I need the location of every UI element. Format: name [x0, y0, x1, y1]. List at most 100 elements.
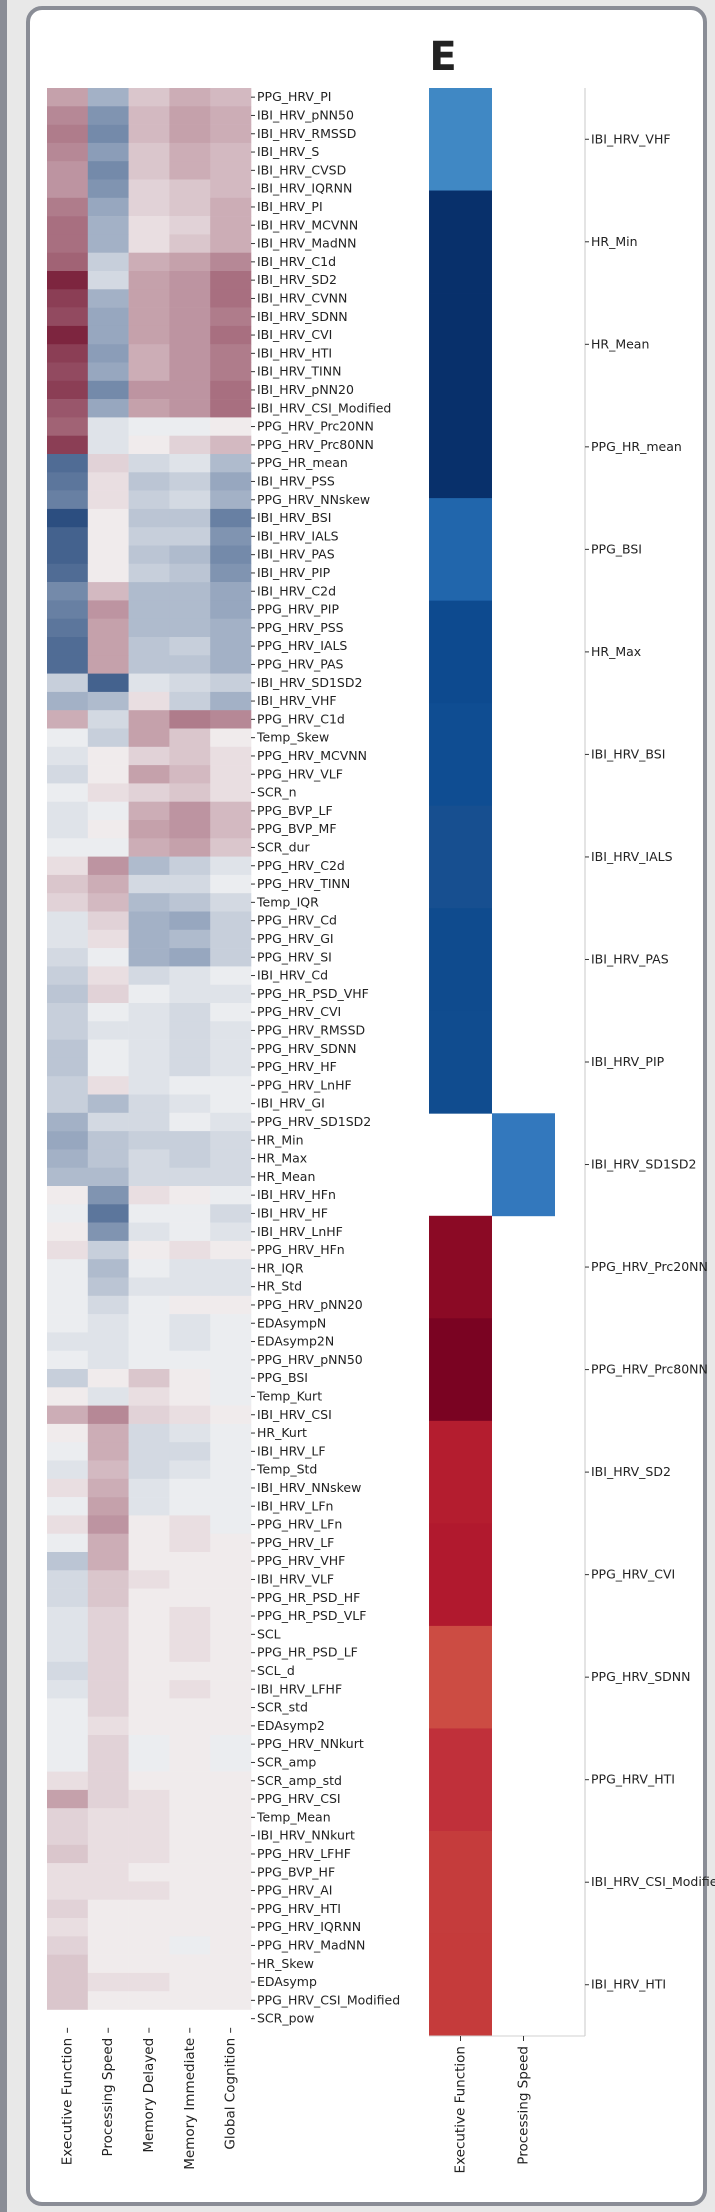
heatmap-cell	[87, 1350, 129, 1370]
heatmap-cell	[87, 1387, 129, 1406]
heatmap-cell	[210, 1753, 252, 1772]
y-tick-label: PPG_HRV_Prc80NN	[257, 437, 374, 452]
y-tick-label: PPG_HRV_CVI	[257, 1004, 341, 1019]
heatmap-cell	[87, 1405, 129, 1425]
heatmap-cell	[47, 1039, 89, 1059]
heatmap-cell	[87, 490, 129, 510]
y-tick-label: PPG_HRV_CSI_Modified	[257, 1992, 400, 2007]
heatmap-cell	[128, 838, 170, 857]
heatmap-cell	[210, 728, 252, 748]
heatmap-cell	[210, 289, 252, 308]
heatmap-cell	[128, 929, 170, 949]
heatmap-cell	[47, 1332, 89, 1351]
heatmap-cell	[210, 1771, 252, 1791]
heatmap-cell	[210, 1314, 252, 1333]
heatmap-cell	[47, 838, 89, 857]
heatmap-cell	[210, 161, 252, 180]
heatmap-cell	[87, 1972, 129, 1992]
heatmap-cell	[169, 1863, 211, 1882]
heatmap-cell	[169, 1753, 211, 1772]
heatmap-cell	[47, 545, 89, 565]
y-tick-label: PPG_BSI	[591, 541, 642, 556]
heatmap-cell	[47, 1405, 89, 1425]
y-tick-label: IBI_HRV_PIP	[591, 1054, 665, 1069]
heatmap-cell	[87, 142, 129, 162]
heatmap-cell	[47, 746, 89, 766]
heatmap-cell	[128, 161, 170, 180]
y-tick-label: PPG_HRV_pNN20	[257, 1297, 363, 1312]
heatmap-cell	[87, 344, 129, 363]
heatmap-cell	[128, 1076, 170, 1095]
heatmap-cell	[128, 1808, 170, 1827]
heatmap-cell	[169, 1899, 211, 1919]
heatmap-cell	[47, 1131, 89, 1150]
y-tick-label: PPG_BVP_LF	[257, 803, 333, 818]
heatmap-cell	[47, 472, 89, 491]
heatmap-cell	[210, 380, 252, 400]
y-tick-label: IBI_HRV_CSI	[257, 1407, 332, 1422]
heatmap-cell	[47, 1149, 89, 1168]
heatmap-cell	[169, 893, 211, 912]
heatmap-cell	[87, 1881, 129, 1900]
heatmap-cell	[47, 1680, 89, 1699]
heatmap-cell	[169, 966, 211, 985]
heatmap-cell	[128, 344, 170, 363]
heatmap-cell	[169, 1350, 211, 1370]
heatmap-cell	[210, 197, 252, 217]
heatmap-cell	[169, 801, 211, 821]
y-tick-label: PPG_HRV_LFn	[257, 1517, 342, 1532]
heatmap-cell	[47, 691, 89, 711]
heatmap-cell	[210, 1003, 252, 1022]
heatmap-cell	[210, 820, 252, 839]
y-tick-label: IBI_HRV_BSI	[591, 746, 665, 761]
heatmap-cell	[169, 1131, 211, 1150]
heatmap-cell	[210, 1021, 252, 1040]
heatmap-cell	[47, 783, 89, 802]
y-tick-label: PPG_HRV_HF	[257, 1059, 337, 1074]
y-tick-label: PPG_HRV_pNN50	[257, 1352, 363, 1367]
heatmap-cell	[128, 1314, 170, 1333]
heatmap-cell	[47, 1460, 89, 1480]
heatmap-cell	[87, 1588, 129, 1608]
heatmap-cell	[169, 1039, 211, 1059]
heatmap-cell	[87, 234, 129, 253]
heatmap-cell	[210, 783, 252, 802]
heatmap-cell	[210, 435, 252, 455]
importance-block	[429, 293, 492, 396]
y-tick-label: IBI_HRV_CSI_Modified	[257, 400, 391, 415]
heatmap-cell	[128, 1918, 170, 1937]
importance-block	[429, 1830, 492, 1934]
y-tick-label: PPG_HRV_Prc80NN	[591, 1362, 708, 1377]
heatmap-cell	[87, 88, 129, 107]
heatmap-cell	[47, 362, 89, 382]
heatmap-cell	[169, 1771, 211, 1791]
heatmap-cell	[128, 106, 170, 125]
heatmap-cell	[47, 1991, 89, 2010]
y-tick-label: IBI_HRV_VLF	[257, 1571, 334, 1586]
importance-block	[429, 1933, 492, 2037]
heatmap-cell	[47, 1186, 89, 1205]
heatmap-cell	[87, 1094, 129, 1114]
heatmap-cell	[210, 1991, 252, 2010]
heatmap-cell	[128, 637, 170, 656]
heatmap-cell	[47, 1863, 89, 1882]
heatmap-cell	[169, 1240, 211, 1260]
heatmap-cell	[47, 1076, 89, 1095]
neighbor-panel-edge	[0, 0, 7, 2212]
heatmap-cell	[169, 1625, 211, 1644]
y-tick-label: IBI_HRV_PI	[257, 199, 323, 214]
y-tick-label: SCR_std	[257, 1700, 308, 1715]
heatmap-cell	[128, 1972, 170, 1992]
heatmap-cell	[210, 1405, 252, 1425]
y-tick-label: HR_IQR	[257, 1260, 304, 1275]
heatmap-cell	[128, 1350, 170, 1370]
heatmap-cell	[128, 1826, 170, 1846]
heatmap-cell	[210, 1808, 252, 1827]
heatmap-cell	[128, 1954, 170, 1974]
heatmap-cell	[210, 1350, 252, 1370]
heatmap-cell	[169, 1423, 211, 1443]
heatmap-cell	[128, 563, 170, 583]
y-tick-label: EDAsymp2	[257, 1718, 325, 1733]
heatmap-cell	[87, 655, 129, 674]
y-tick-label: IBI_HRV_HFn	[257, 1187, 336, 1202]
